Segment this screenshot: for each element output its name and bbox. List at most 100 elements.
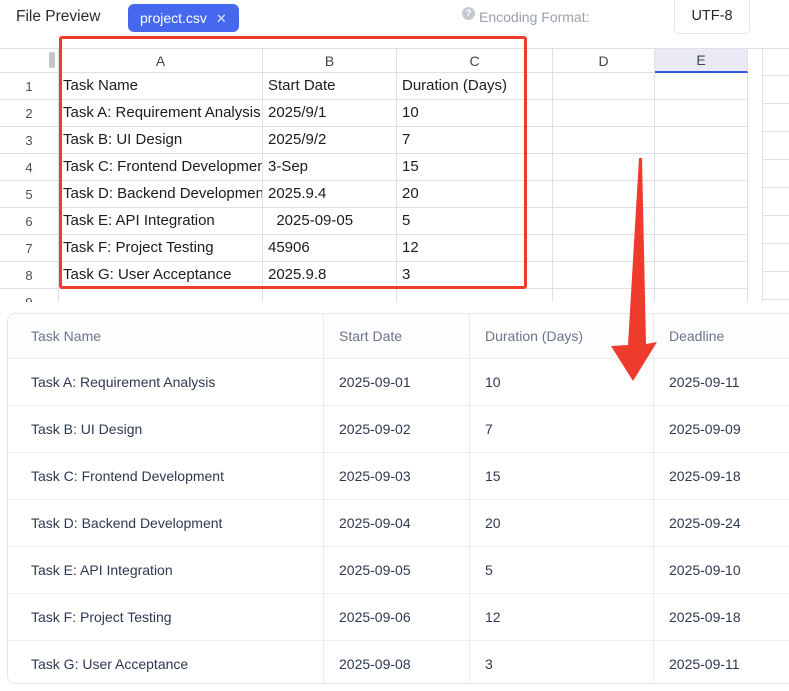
spreadsheet-cell[interactable] [553, 181, 655, 208]
spreadsheet-cell[interactable] [655, 127, 748, 154]
row-number[interactable]: 7 [0, 235, 59, 262]
column-header-d[interactable]: D [553, 49, 655, 73]
table-header-start-date: Start Date [323, 314, 469, 359]
table-header-deadline: Deadline [653, 314, 789, 359]
table-cell: 2025-09-08 [323, 641, 469, 683]
spreadsheet-cell[interactable]: 5 [397, 208, 553, 235]
table-cell: 2025-09-06 [323, 594, 469, 641]
grid-extra-column [762, 48, 789, 302]
corner-handle-icon [49, 52, 55, 68]
spreadsheet-cell[interactable]: Task G: User Acceptance [59, 262, 263, 289]
row-number[interactable]: 8 [0, 262, 59, 289]
spreadsheet-cell[interactable] [553, 154, 655, 181]
spreadsheet-cell[interactable] [655, 289, 748, 302]
spreadsheet-cell[interactable]: Task Name [59, 73, 263, 100]
spreadsheet-grid: A B C D E 1 Task Name Start Date Duratio… [0, 48, 748, 302]
row-number[interactable]: 4 [0, 154, 59, 181]
spreadsheet-cell[interactable]: Task D: Backend Development [59, 181, 263, 208]
column-header-a[interactable]: A [59, 49, 263, 73]
spreadsheet-cell[interactable] [655, 262, 748, 289]
table-cell: 2025-09-02 [323, 406, 469, 453]
spreadsheet-cell[interactable]: 10 [397, 100, 553, 127]
column-header-c[interactable]: C [397, 49, 553, 73]
spreadsheet-cell[interactable]: 2025/9/2 [263, 127, 397, 154]
column-header-e-selected[interactable]: E [655, 49, 748, 73]
row-number[interactable]: 6 [0, 208, 59, 235]
select-all-corner[interactable] [0, 49, 59, 73]
table-cell: 12 [469, 594, 653, 641]
table-cell: Task A: Requirement Analysis [8, 359, 323, 406]
row-number[interactable]: 9 [0, 289, 59, 302]
row-number[interactable]: 1 [0, 73, 59, 100]
help-icon[interactable]: ? [462, 7, 475, 20]
table-cell: 2025-09-18 [653, 594, 789, 641]
spreadsheet-cell[interactable]: 20 [397, 181, 553, 208]
table-cell: Task G: User Acceptance [8, 641, 323, 683]
row-number[interactable]: 2 [0, 100, 59, 127]
spreadsheet-cell[interactable]: Duration (Days) [397, 73, 553, 100]
table-cell: 2025-09-03 [323, 453, 469, 500]
encoding-format-label: Encoding Format: [479, 9, 590, 25]
spreadsheet-cell[interactable] [655, 154, 748, 181]
table-cell: 2025-09-18 [653, 453, 789, 500]
table-cell: Task F: Project Testing [8, 594, 323, 641]
table-cell: 5 [469, 547, 653, 594]
table-cell: Task E: API Integration [8, 547, 323, 594]
spreadsheet-cell[interactable] [263, 289, 397, 302]
spreadsheet-cell[interactable]: Task B: UI Design [59, 127, 263, 154]
row-number[interactable]: 5 [0, 181, 59, 208]
parsed-preview-table: Task Name Start Date Duration (Days) Dea… [7, 313, 789, 684]
table-cell: 2025-09-09 [653, 406, 789, 453]
spreadsheet-cell[interactable]: 15 [397, 154, 553, 181]
spreadsheet-cell[interactable]: 2025.9.4 [263, 181, 397, 208]
row-number[interactable]: 3 [0, 127, 59, 154]
column-header-b[interactable]: B [263, 49, 397, 73]
spreadsheet-cell[interactable] [655, 73, 748, 100]
close-icon[interactable]: ✕ [215, 10, 227, 26]
table-cell: 2025-09-24 [653, 500, 789, 547]
spreadsheet-cell[interactable] [553, 235, 655, 262]
spreadsheet-cell[interactable] [553, 127, 655, 154]
spreadsheet-cell[interactable] [553, 289, 655, 302]
spreadsheet-cell[interactable]: Start Date [263, 73, 397, 100]
spreadsheet-cell[interactable] [655, 235, 748, 262]
spreadsheet-cell[interactable]: 45906 [263, 235, 397, 262]
table-cell: 20 [469, 500, 653, 547]
spreadsheet-cell[interactable]: Task C: Frontend Development [59, 154, 263, 181]
spreadsheet-cell[interactable]: Task F: Project Testing [59, 235, 263, 262]
spreadsheet-cell[interactable]: 7 [397, 127, 553, 154]
spreadsheet-cell[interactable]: 2025-09-05 [263, 208, 397, 235]
file-tab-project-csv[interactable]: project.csv ✕ [128, 4, 239, 32]
table-cell: 2025-09-04 [323, 500, 469, 547]
table-cell: 10 [469, 359, 653, 406]
table-cell: 2025-09-10 [653, 547, 789, 594]
spreadsheet-cell[interactable] [397, 289, 553, 302]
page-title: File Preview [16, 8, 101, 25]
table-cell: 7 [469, 406, 653, 453]
spreadsheet-cell[interactable] [655, 181, 748, 208]
encoding-select[interactable]: UTF-8 [674, 0, 750, 34]
spreadsheet-cell[interactable]: 12 [397, 235, 553, 262]
table-cell: 2025-09-05 [323, 547, 469, 594]
table-cell: 2025-09-11 [653, 359, 789, 406]
table-cell: 2025-09-01 [323, 359, 469, 406]
table-cell: 3 [469, 641, 653, 683]
spreadsheet-cell[interactable] [553, 208, 655, 235]
spreadsheet-cell[interactable] [553, 262, 655, 289]
spreadsheet-cell[interactable] [655, 100, 748, 127]
spreadsheet-cell[interactable]: Task E: API Integration [59, 208, 263, 235]
spreadsheet-cell[interactable]: 3 [397, 262, 553, 289]
spreadsheet-cell[interactable] [59, 289, 263, 302]
spreadsheet-cell[interactable]: 2025.9.8 [263, 262, 397, 289]
spreadsheet-cell[interactable]: Task A: Requirement Analysis [59, 100, 263, 127]
table-cell: Task D: Backend Development [8, 500, 323, 547]
spreadsheet-cell[interactable] [553, 73, 655, 100]
spreadsheet-cell[interactable]: 3-Sep [263, 154, 397, 181]
file-tab-label: project.csv [140, 10, 207, 26]
spreadsheet-cell[interactable]: 2025/9/1 [263, 100, 397, 127]
spreadsheet-cell[interactable] [655, 208, 748, 235]
table-cell: Task C: Frontend Development [8, 453, 323, 500]
table-header-duration: Duration (Days) [469, 314, 653, 359]
table-header-task-name: Task Name [8, 314, 323, 359]
spreadsheet-cell[interactable] [553, 100, 655, 127]
